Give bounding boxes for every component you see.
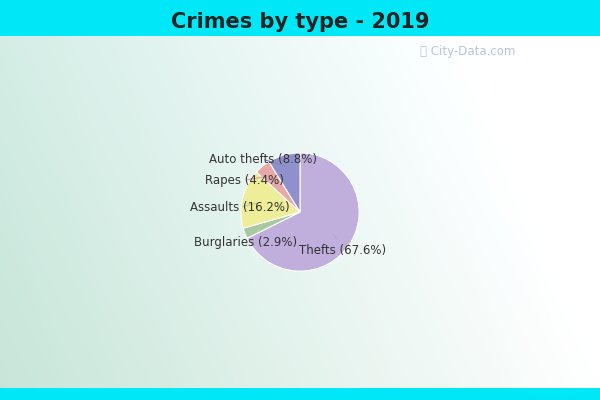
Text: Assaults (16.2%): Assaults (16.2%) (190, 200, 290, 214)
Wedge shape (269, 153, 300, 212)
Text: ⓘ City-Data.com: ⓘ City-Data.com (421, 46, 515, 58)
Text: Crimes by type - 2019: Crimes by type - 2019 (171, 12, 429, 32)
Wedge shape (243, 212, 300, 238)
Text: Burglaries (2.9%): Burglaries (2.9%) (194, 229, 298, 249)
Text: Thefts (67.6%): Thefts (67.6%) (299, 235, 386, 257)
Wedge shape (247, 153, 359, 271)
Wedge shape (256, 162, 300, 212)
Text: Rapes (4.4%): Rapes (4.4%) (205, 174, 284, 187)
Text: Auto thefts (8.8%): Auto thefts (8.8%) (209, 153, 317, 166)
Wedge shape (241, 172, 300, 228)
